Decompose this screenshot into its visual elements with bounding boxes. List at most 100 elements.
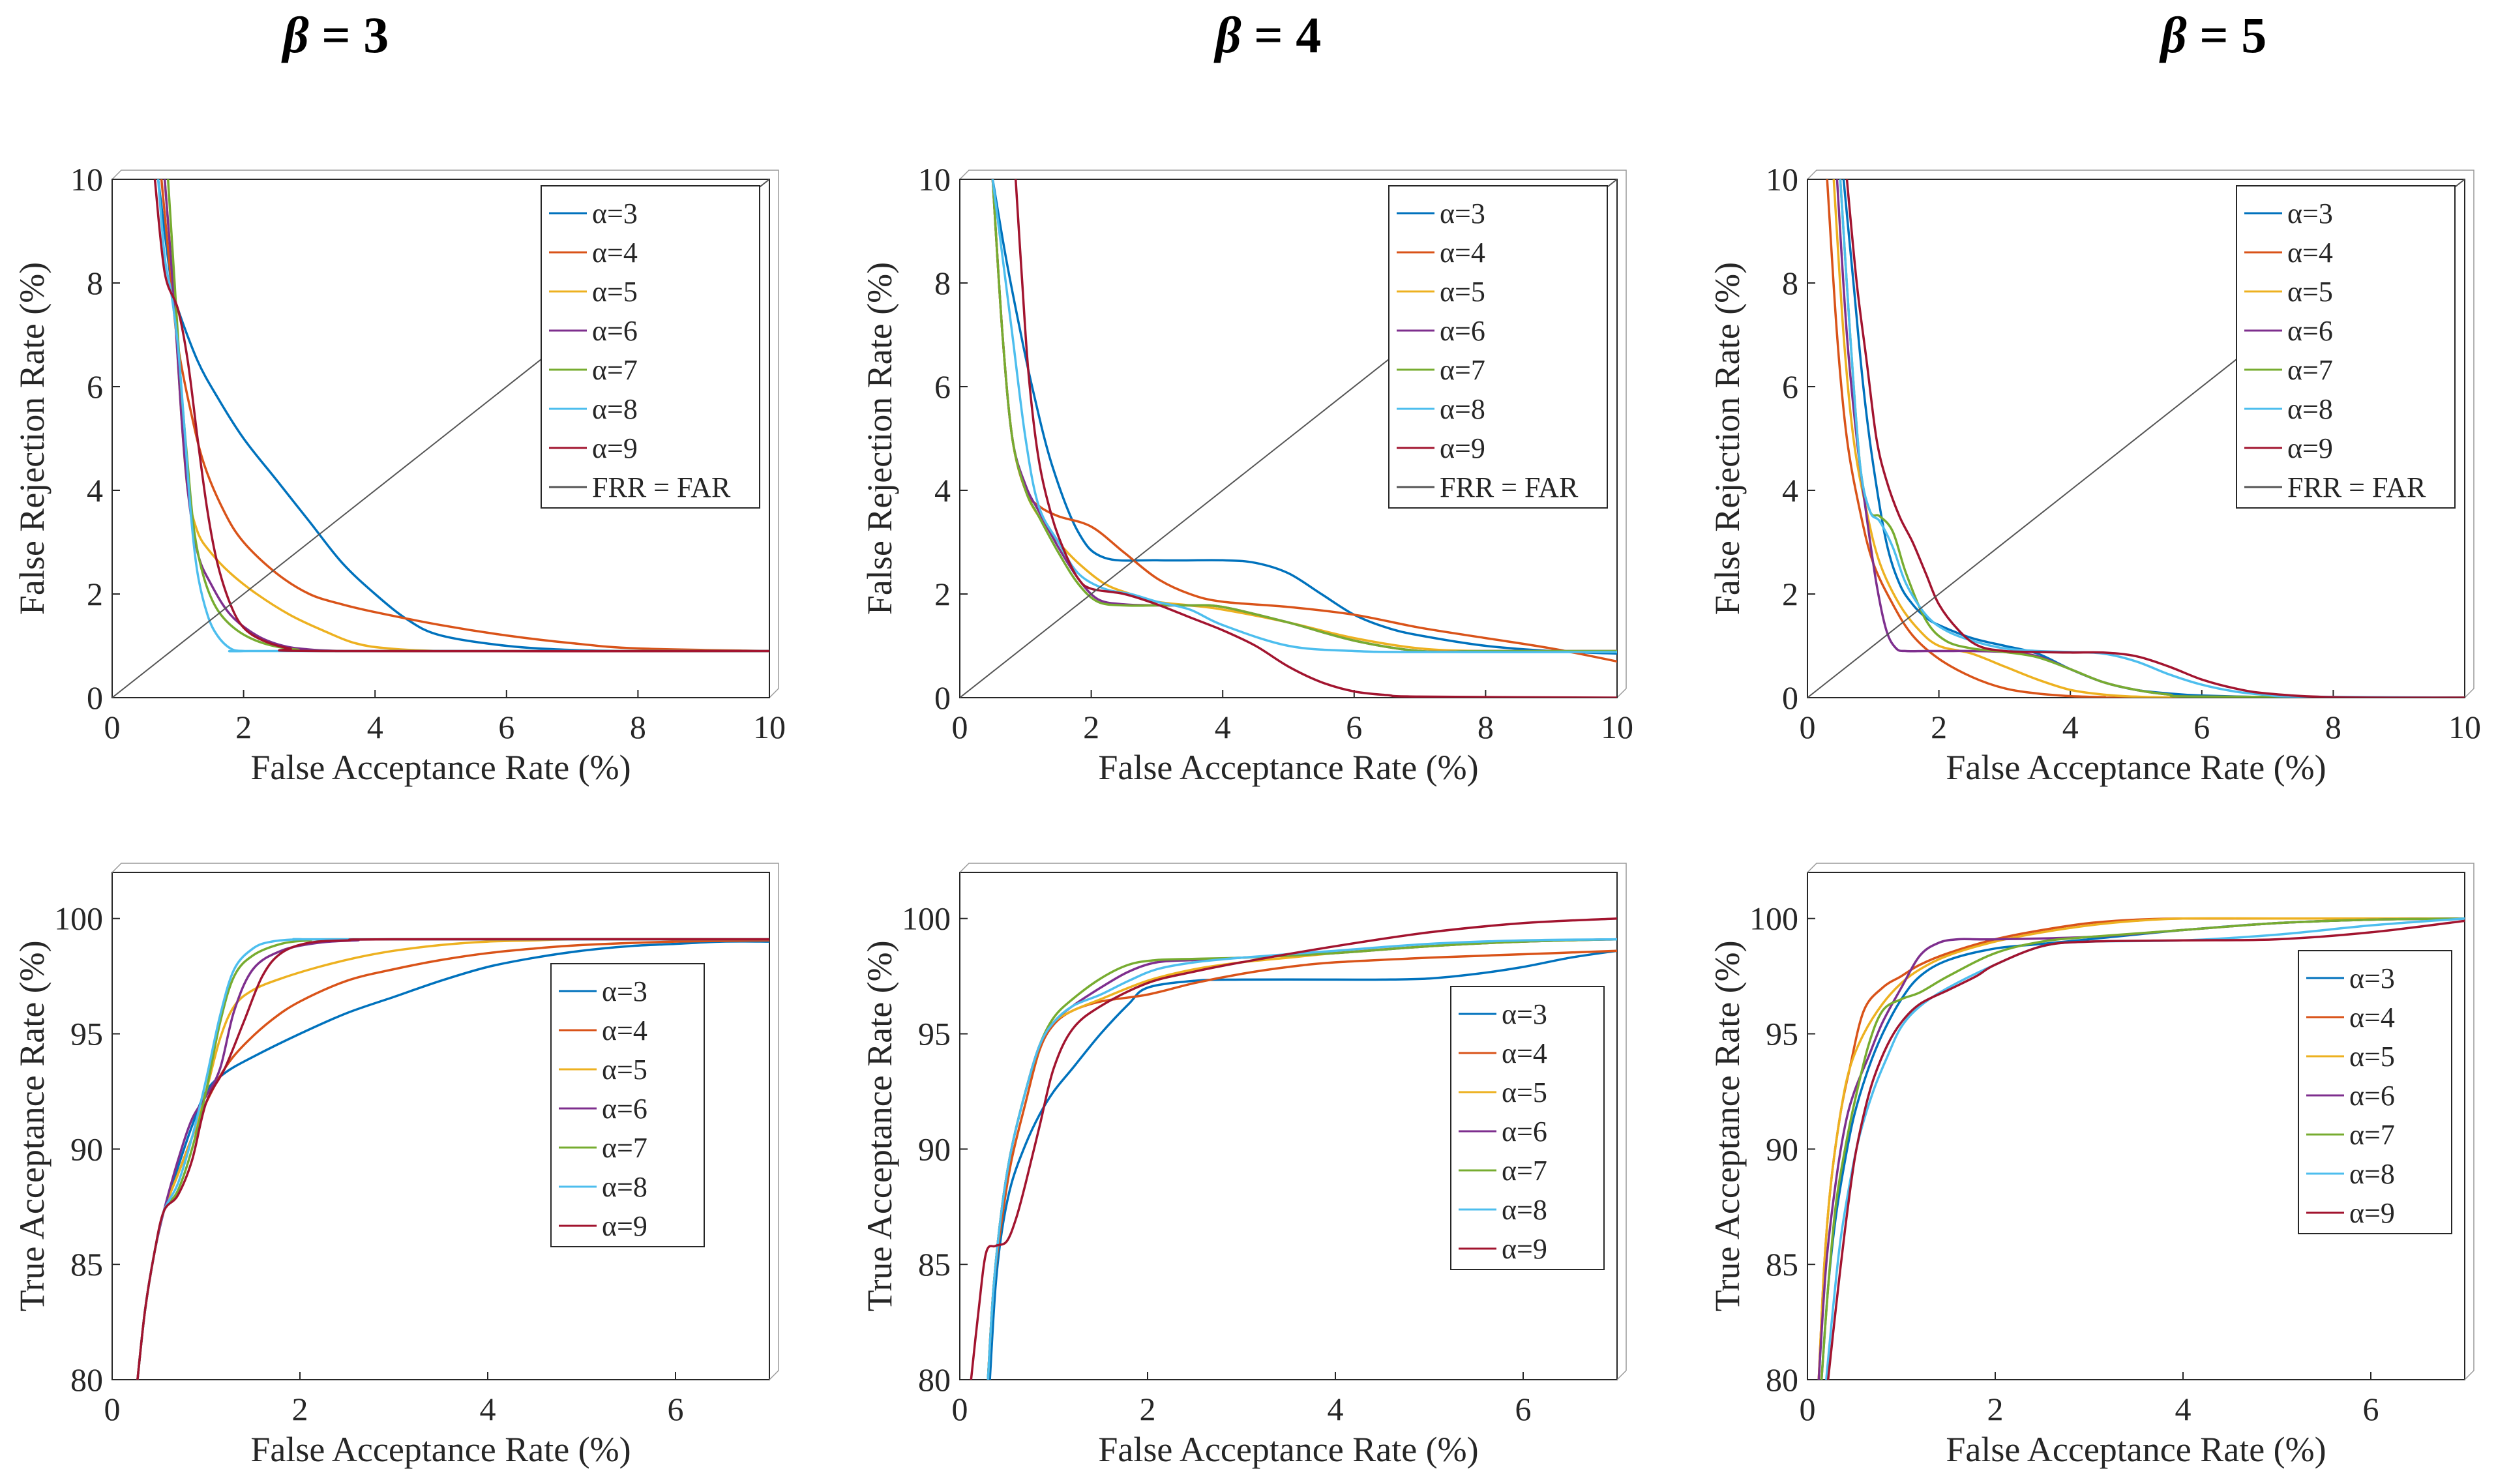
plot-area — [970, 917, 1617, 1380]
legend-label: α=3 — [1502, 998, 1547, 1030]
legend-label: α=7 — [2349, 1119, 2395, 1151]
y-tick-label: 6 — [934, 368, 951, 405]
y-axis-label: False Rejection Rate (%) — [12, 262, 52, 615]
x-axis-label: False Acceptance Rate (%) — [1098, 1430, 1478, 1469]
legend-label: α=7 — [602, 1132, 647, 1164]
legend-label: FRR = FAR — [2287, 471, 2426, 503]
legend-label: α=4 — [1440, 237, 1485, 269]
y-tick-label: 100 — [54, 900, 103, 937]
legend-label: α=4 — [2349, 1002, 2395, 1033]
legend-label: α=8 — [1440, 393, 1485, 425]
y-tick-label: 2 — [1782, 576, 1798, 612]
legend-label: α=4 — [602, 1015, 647, 1046]
x-axis-label: False Acceptance Rate (%) — [1098, 748, 1478, 787]
column-title-beta3: β = 3 — [281, 7, 389, 63]
series-line--9 — [1014, 179, 1617, 698]
legend-label: α=9 — [602, 1210, 647, 1242]
axes-box — [111, 179, 770, 698]
x-tick-label: 0 — [1800, 709, 1816, 745]
y-tick-label: 100 — [1749, 900, 1798, 937]
x-tick-label: 2 — [1083, 709, 1099, 745]
legend-box — [550, 963, 705, 1247]
y-tick-label: 90 — [1766, 1131, 1798, 1167]
x-axis-label: False Acceptance Rate (%) — [1946, 1430, 2326, 1469]
x-tick-label: 0 — [104, 709, 121, 745]
legend-label: α=3 — [2287, 198, 2333, 230]
legend-label: α=5 — [602, 1054, 647, 1086]
panel-roc-beta4: 0 2 4 6 80 85 90 95 100 False Acceptance Rate (%)… — [860, 863, 1627, 1469]
series-line--9 — [1845, 179, 2465, 698]
legend-box — [2298, 950, 2452, 1234]
legend-label: α=4 — [1502, 1037, 1547, 1069]
legend-label: α=8 — [2349, 1158, 2395, 1190]
axes-back-edge — [1807, 863, 2474, 1380]
legend-label: α=4 — [2287, 237, 2333, 269]
x-tick-label: 4 — [367, 709, 383, 745]
series-line--3 — [991, 179, 1617, 655]
legend-box — [1450, 986, 1605, 1270]
y-tick-label: 85 — [70, 1246, 103, 1283]
y-tick-label: 4 — [1782, 472, 1798, 509]
x-tick-label: 8 — [1478, 709, 1494, 745]
legend-label: α=7 — [1440, 354, 1485, 386]
series-line--3 — [988, 949, 1617, 1380]
y-tick-label: 2 — [87, 576, 103, 612]
legend: α=3 α=4 α=5 α=6 α=7 α=8 α=9 FRR = FAR — [2236, 185, 2456, 509]
y-tick-label: 6 — [87, 368, 103, 405]
axes-box — [1807, 872, 2465, 1380]
legend-label: α=9 — [592, 432, 638, 464]
x-tick-label: 4 — [480, 1391, 496, 1427]
axes-back-edge — [1807, 170, 2474, 698]
legend-label: α=7 — [2287, 354, 2333, 386]
y-tick-label: 95 — [1766, 1016, 1798, 1052]
x-tick-label: 10 — [2448, 709, 2481, 745]
x-tick-label: 10 — [1601, 709, 1633, 745]
y-tick-label: 10 — [70, 161, 103, 198]
plot-area — [960, 179, 1617, 698]
x-tick-label: 0 — [1800, 1391, 1816, 1427]
legend-label: α=8 — [2287, 393, 2333, 425]
x-axis-label: False Acceptance Rate (%) — [250, 748, 631, 787]
plot-area — [112, 179, 769, 698]
x-tick-label: 0 — [952, 709, 968, 745]
series-line--9 — [153, 179, 769, 653]
series-line--8 — [987, 938, 1617, 1380]
legend-box — [1388, 185, 1608, 509]
legend-label: α=7 — [1502, 1155, 1547, 1187]
legend-label: α=3 — [602, 975, 647, 1007]
y-axis-label: True Acceptance Rate (%) — [1708, 940, 1747, 1311]
legend-label: α=6 — [1440, 315, 1485, 347]
x-axis-label: False Acceptance Rate (%) — [1946, 748, 2326, 787]
legend-label: α=5 — [2349, 1041, 2395, 1073]
y-axis-label: True Acceptance Rate (%) — [12, 940, 52, 1311]
x-tick-label: 4 — [2062, 709, 2079, 745]
y-tick-label: 90 — [70, 1131, 103, 1167]
x-tick-label: 6 — [2363, 1391, 2379, 1427]
axes-back-edge — [959, 863, 1627, 1380]
column-title-beta4: β = 4 — [1213, 7, 1321, 63]
series-line--7 — [991, 179, 1617, 653]
legend-label: α=5 — [1502, 1076, 1547, 1108]
legend-label: α=5 — [1440, 276, 1485, 308]
series-line--9 — [970, 917, 1617, 1380]
panel-roc-beta3: 0 2 4 6 80 85 90 95 100 False Acceptance Rate (%)… — [12, 863, 779, 1469]
y-tick-label: 0 — [934, 679, 951, 716]
x-tick-label: 8 — [2325, 709, 2341, 745]
series-line--8 — [1839, 179, 2465, 698]
legend-label: α=7 — [592, 354, 638, 386]
legend-label: α=6 — [1502, 1116, 1547, 1148]
legend: α=3 α=4 α=5 α=6 α=7 α=8 α=9 — [2298, 950, 2452, 1234]
legend-label: α=6 — [2349, 1080, 2395, 1112]
y-tick-label: 85 — [1766, 1246, 1798, 1283]
y-axis-label: False Rejection Rate (%) — [1708, 262, 1747, 615]
x-tick-label: 2 — [292, 1391, 308, 1427]
series-line--5 — [1832, 179, 2465, 698]
legend: α=3 α=4 α=5 α=6 α=7 α=8 α=9 — [550, 963, 705, 1247]
series-line--7 — [1820, 917, 2465, 1380]
series-line--9 — [1826, 919, 2465, 1380]
legend-label: α=9 — [1440, 432, 1485, 464]
y-tick-label: 85 — [918, 1246, 951, 1283]
legend-label: α=8 — [592, 393, 638, 425]
x-tick-label: 0 — [104, 1391, 121, 1427]
